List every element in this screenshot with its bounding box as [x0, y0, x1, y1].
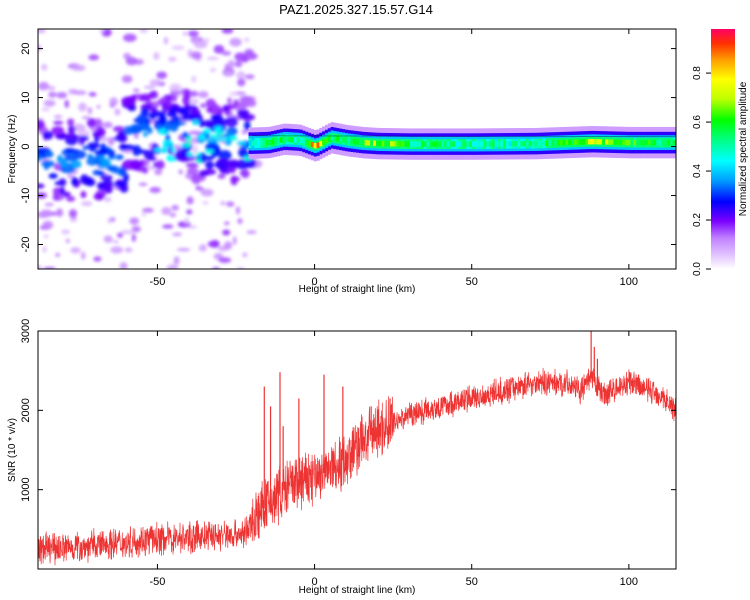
colorbar: 0.0 0.2 0.4 0.6 0.8 Normalized spectral ampl… [692, 29, 749, 276]
snr-y-tick-label: 1000 [20, 477, 32, 501]
spectrogram-y-tick-label: -20 [20, 237, 32, 253]
spectrogram-x-tick-label: -50 [149, 276, 165, 288]
spectrogram-panel: -50 0 50 100 -20 -10 0 10 20 Height of straight… [7, 28, 677, 295]
colorbar-tick-label: 0.4 [692, 164, 703, 178]
spectrogram-y-tick-label: 10 [20, 91, 32, 103]
spectrogram-frame [37, 28, 677, 270]
colorbar-ticks: 0.0 0.2 0.4 0.6 0.8 [692, 66, 711, 276]
snr-panel: -50 0 50 100 1000 2000 3000 Height of straigh… [7, 319, 677, 596]
spectrogram-y-tick-label: 20 [20, 42, 32, 54]
snr-x-tick-label: 100 [620, 576, 638, 588]
snr-y-tick-label: 3000 [20, 319, 32, 343]
spectrogram-noise [38, 29, 263, 269]
colorbar-tick-label: 0.6 [692, 115, 703, 129]
snr-y-label: SNR (10 * v/v) [7, 418, 18, 482]
snr-x-tick-label: -50 [149, 576, 165, 588]
snr-x-tick-label: 0 [312, 576, 318, 588]
snr-x-tick-label: 50 [466, 576, 478, 588]
spectrogram-signal-ridge [248, 122, 676, 162]
colorbar-tick-label: 0.2 [692, 213, 703, 227]
spectrogram-y-label: Frequency (Hz) [7, 115, 18, 184]
colorbar-label: Normalized spectral amplitude [738, 81, 749, 216]
snr-frame [37, 330, 677, 570]
snr-y-ticks: 1000 2000 3000 [20, 319, 676, 502]
snr-background [38, 331, 676, 569]
spectrogram-x-label: Height of straight line (km) [299, 284, 416, 295]
spectrogram-y-ticks: -20 -10 0 10 20 [20, 42, 676, 252]
figure-title: PAZ1.2025.327.15.57.G14 [279, 2, 433, 17]
spectrogram-y-tick-label: -10 [20, 188, 32, 204]
colorbar-tick-label: 0.0 [692, 262, 703, 276]
colorbar-gradient [711, 29, 735, 269]
snr-line [38, 367, 676, 566]
snr-x-label: Height of straight line (km) [299, 585, 416, 596]
spectrogram-x-tick-label: 100 [620, 276, 638, 288]
spectrogram-heatmap [38, 29, 676, 269]
spectrogram-y-tick-label: 0 [20, 143, 32, 149]
snr-y-tick-label: 2000 [20, 398, 32, 422]
spectrogram-x-ticks: -50 0 50 100 [149, 29, 638, 288]
snr-line-group [38, 331, 676, 566]
snr-x-ticks: -50 0 50 100 [149, 331, 638, 588]
spectrogram-x-tick-label: 0 [312, 276, 318, 288]
spectrogram-x-tick-label: 50 [466, 276, 478, 288]
colorbar-tick-label: 0.8 [692, 66, 703, 80]
